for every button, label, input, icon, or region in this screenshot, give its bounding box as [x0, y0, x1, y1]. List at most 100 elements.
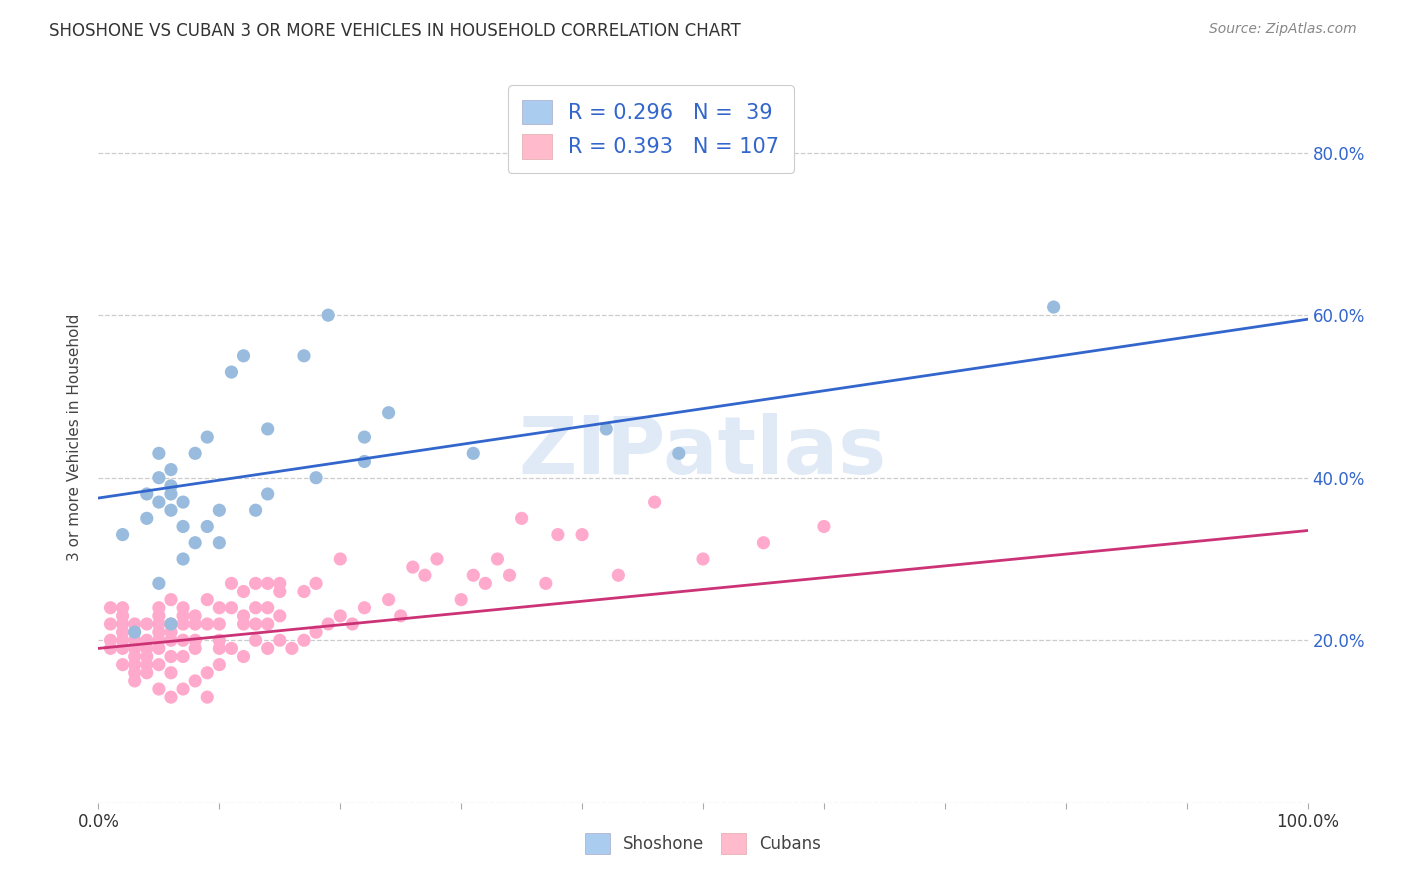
- Point: [124, 633, 146, 648]
- Point: [208, 657, 231, 672]
- Point: [135, 665, 157, 680]
- Point: [172, 495, 194, 509]
- Point: [342, 617, 364, 632]
- Point: [195, 592, 218, 607]
- Point: [547, 527, 569, 541]
- Point: [124, 657, 146, 672]
- Point: [208, 535, 231, 549]
- Point: [256, 600, 278, 615]
- Point: [292, 584, 315, 599]
- Point: [305, 625, 328, 640]
- Point: [644, 495, 666, 509]
- Point: [463, 446, 485, 460]
- Point: [172, 617, 194, 632]
- Point: [100, 617, 122, 632]
- Point: [269, 608, 291, 623]
- Point: [148, 657, 170, 672]
- Point: [547, 129, 569, 144]
- Text: Source: ZipAtlas.com: Source: ZipAtlas.com: [1209, 22, 1357, 37]
- Point: [184, 446, 207, 460]
- Point: [195, 690, 218, 705]
- Point: [160, 487, 183, 501]
- Point: [377, 406, 399, 420]
- Point: [221, 365, 243, 379]
- Point: [269, 576, 291, 591]
- Point: [100, 633, 122, 648]
- Point: [208, 633, 231, 648]
- Point: [100, 641, 122, 656]
- Point: [160, 617, 183, 632]
- Point: [172, 552, 194, 566]
- Point: [148, 600, 170, 615]
- Point: [245, 503, 267, 517]
- Point: [135, 617, 157, 632]
- Point: [160, 479, 183, 493]
- Point: [292, 349, 315, 363]
- Text: ZIPatlas: ZIPatlas: [519, 413, 887, 491]
- Point: [813, 519, 835, 533]
- Point: [692, 552, 714, 566]
- Point: [172, 600, 194, 615]
- Point: [184, 535, 207, 549]
- Point: [172, 519, 194, 533]
- Point: [329, 608, 352, 623]
- Point: [160, 462, 183, 476]
- Point: [377, 592, 399, 607]
- Point: [426, 552, 449, 566]
- Point: [245, 633, 267, 648]
- Point: [160, 690, 183, 705]
- Point: [124, 665, 146, 680]
- Point: [148, 681, 170, 696]
- Point: [135, 649, 157, 664]
- Point: [208, 641, 231, 656]
- Point: [221, 600, 243, 615]
- Point: [450, 592, 472, 607]
- Point: [316, 617, 339, 632]
- Point: [135, 633, 157, 648]
- Point: [752, 535, 775, 549]
- Point: [208, 617, 231, 632]
- Point: [111, 625, 134, 640]
- Point: [463, 568, 485, 582]
- Point: [486, 552, 509, 566]
- Point: [292, 633, 315, 648]
- Point: [111, 608, 134, 623]
- Y-axis label: 3 or more Vehicles in Household: 3 or more Vehicles in Household: [67, 313, 83, 561]
- Point: [245, 617, 267, 632]
- Point: [232, 649, 254, 664]
- Point: [195, 665, 218, 680]
- Point: [353, 454, 375, 468]
- Point: [595, 422, 617, 436]
- Point: [148, 576, 170, 591]
- Point: [172, 633, 194, 648]
- Point: [160, 617, 183, 632]
- Point: [232, 584, 254, 599]
- Point: [135, 487, 157, 501]
- Point: [124, 649, 146, 664]
- Point: [148, 625, 170, 640]
- Point: [256, 617, 278, 632]
- Point: [184, 633, 207, 648]
- Point: [232, 617, 254, 632]
- Point: [195, 519, 218, 533]
- Point: [269, 584, 291, 599]
- Point: [111, 617, 134, 632]
- Point: [329, 552, 352, 566]
- Point: [281, 641, 304, 656]
- Point: [474, 576, 496, 591]
- Point: [184, 608, 207, 623]
- Point: [256, 576, 278, 591]
- Point: [316, 308, 339, 322]
- Point: [148, 641, 170, 656]
- Text: SHOSHONE VS CUBAN 3 OR MORE VEHICLES IN HOUSEHOLD CORRELATION CHART: SHOSHONE VS CUBAN 3 OR MORE VEHICLES IN …: [49, 22, 741, 40]
- Point: [160, 592, 183, 607]
- Point: [208, 600, 231, 615]
- Point: [195, 430, 218, 444]
- Point: [135, 657, 157, 672]
- Point: [111, 633, 134, 648]
- Point: [232, 608, 254, 623]
- Point: [1042, 300, 1064, 314]
- Point: [402, 560, 425, 574]
- Point: [160, 649, 183, 664]
- Point: [510, 511, 533, 525]
